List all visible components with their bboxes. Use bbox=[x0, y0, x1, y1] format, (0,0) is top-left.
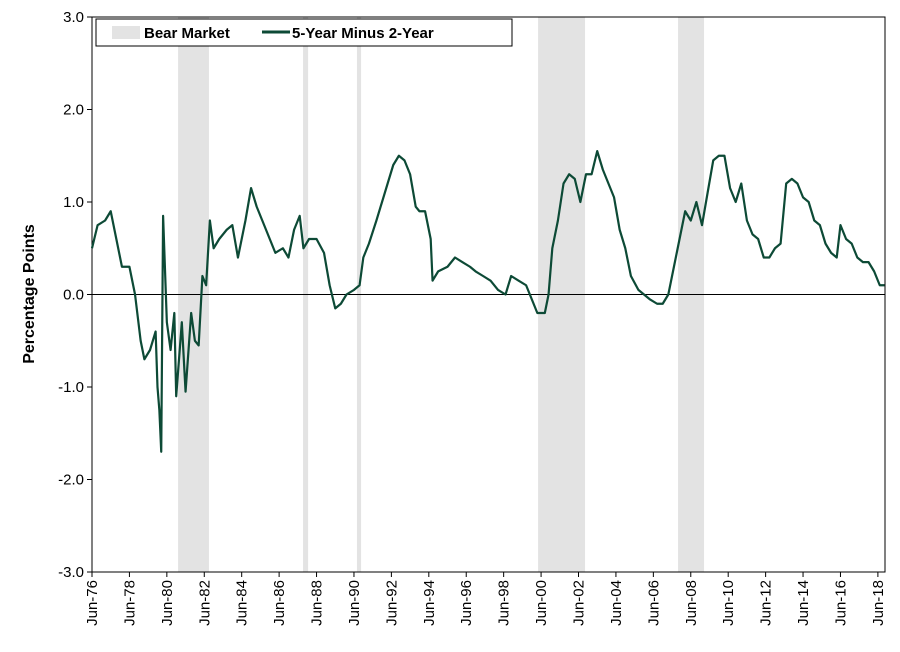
x-tick-label: Jun-78 bbox=[121, 580, 138, 626]
x-tick-label: Jun-14 bbox=[795, 580, 812, 626]
x-tick-label: Jun-16 bbox=[832, 580, 849, 626]
x-tick-label: Jun-88 bbox=[309, 580, 326, 626]
x-tick-label: Jun-00 bbox=[533, 580, 550, 626]
x-tick-label: Jun-12 bbox=[758, 580, 775, 626]
y-tick-label: -3.0 bbox=[58, 564, 84, 581]
series-line bbox=[90, 150, 885, 453]
legend-label: 5-Year Minus 2-Year bbox=[292, 25, 434, 42]
y-axis-label: Percentage Points bbox=[21, 224, 38, 364]
x-tick-label: Jun-80 bbox=[159, 580, 176, 626]
x-tick-label: Jun-84 bbox=[234, 580, 251, 626]
legend-box bbox=[95, 18, 513, 47]
x-tick-label: Jun-08 bbox=[683, 580, 700, 626]
y-tick-label: 3.0 bbox=[63, 9, 84, 26]
y-tick-label: -2.0 bbox=[58, 472, 84, 489]
x-tick-label: Jun-92 bbox=[383, 580, 400, 626]
x-tick-label: Jun-96 bbox=[458, 580, 475, 626]
x-tick-label: Jun-86 bbox=[271, 580, 288, 626]
x-tick-label: Jun-90 bbox=[346, 580, 363, 626]
x-tick-label: Jun-06 bbox=[645, 580, 662, 626]
x-tick-label: Jun-76 bbox=[84, 580, 101, 626]
legend-swatch-bear bbox=[112, 26, 140, 39]
y-tick-label: 1.0 bbox=[63, 194, 84, 211]
x-tick-label: Jun-04 bbox=[608, 580, 625, 626]
y-tick-label: 2.0 bbox=[63, 102, 84, 119]
x-tick-label: Jun-94 bbox=[421, 580, 438, 626]
x-tick-label: Jun-02 bbox=[571, 580, 588, 626]
y-tick-label: -1.0 bbox=[58, 379, 84, 396]
legend-label: Bear Market bbox=[144, 25, 230, 42]
x-tick-label: Jun-18 bbox=[870, 580, 887, 626]
x-tick-label: Jun-82 bbox=[196, 580, 213, 626]
x-tick-label: Jun-10 bbox=[720, 580, 737, 626]
y-tick-label: 0.0 bbox=[63, 287, 84, 304]
x-tick-label: Jun-98 bbox=[496, 580, 513, 626]
